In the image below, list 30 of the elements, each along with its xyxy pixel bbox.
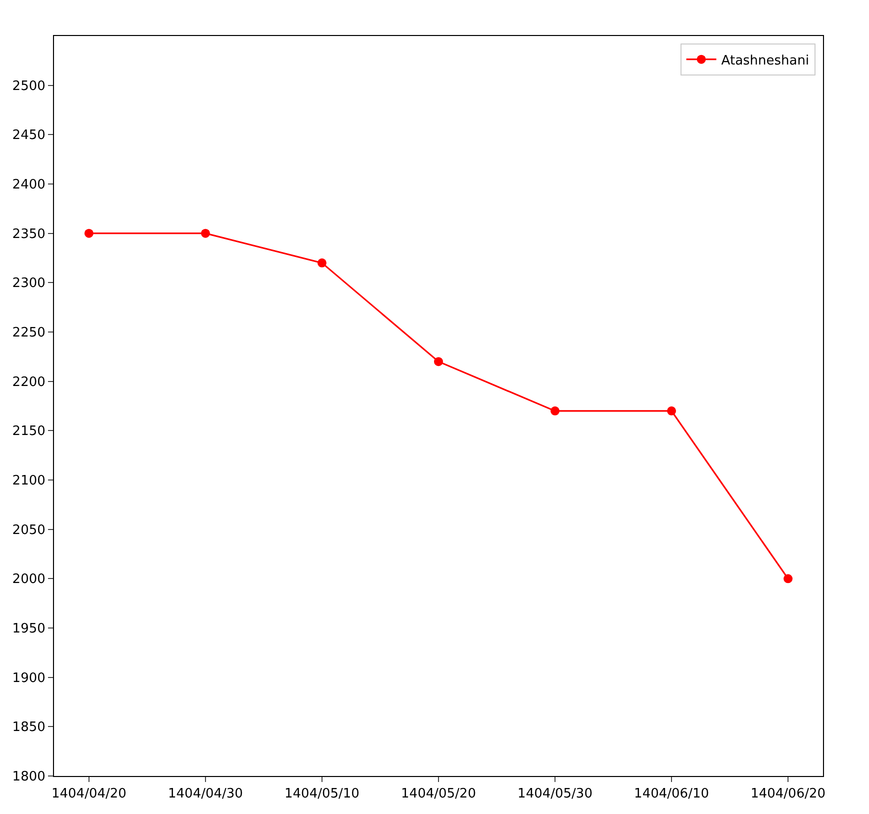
point — [667, 406, 676, 416]
point — [434, 357, 443, 366]
y-tick-label: 1950 — [12, 622, 46, 637]
y-tick-label: 2450 — [12, 128, 46, 144]
y-tick-label: 2150 — [12, 424, 46, 440]
x-tick-label: 1404/05/10 — [284, 786, 360, 802]
y-tick-label: 2050 — [12, 522, 46, 538]
y-tick-label: 1800 — [12, 770, 46, 785]
y-tick-label: 2500 — [12, 78, 46, 94]
y-tick-label: 2400 — [12, 178, 46, 193]
point — [550, 406, 560, 416]
y-tick-label: 1850 — [12, 720, 46, 736]
point — [784, 574, 793, 584]
legend-label: Atashneshani — [721, 53, 810, 68]
x-tick-label: 1404/06/20 — [750, 786, 826, 802]
y-tick-label: 2100 — [12, 474, 46, 489]
point — [200, 228, 210, 238]
x-tick-label: 1404/06/10 — [634, 786, 709, 802]
x-tick-label: 1404/04/20 — [51, 786, 126, 802]
x-tick-label: 1404/05/30 — [518, 786, 592, 802]
y-tick-label: 2300 — [12, 276, 46, 292]
y-tick-label: 1900 — [12, 670, 46, 686]
x-tick-label: 1404/04/30 — [168, 786, 243, 802]
y-tick-label: 2250 — [12, 326, 46, 341]
point — [84, 228, 94, 238]
y-tick-label: 2200 — [12, 374, 46, 390]
y-tick-label: 2000 — [12, 572, 46, 588]
point — [317, 258, 326, 268]
y-tick-label: 2350 — [12, 226, 46, 242]
x-tick-label: 1404/05/20 — [401, 786, 476, 802]
